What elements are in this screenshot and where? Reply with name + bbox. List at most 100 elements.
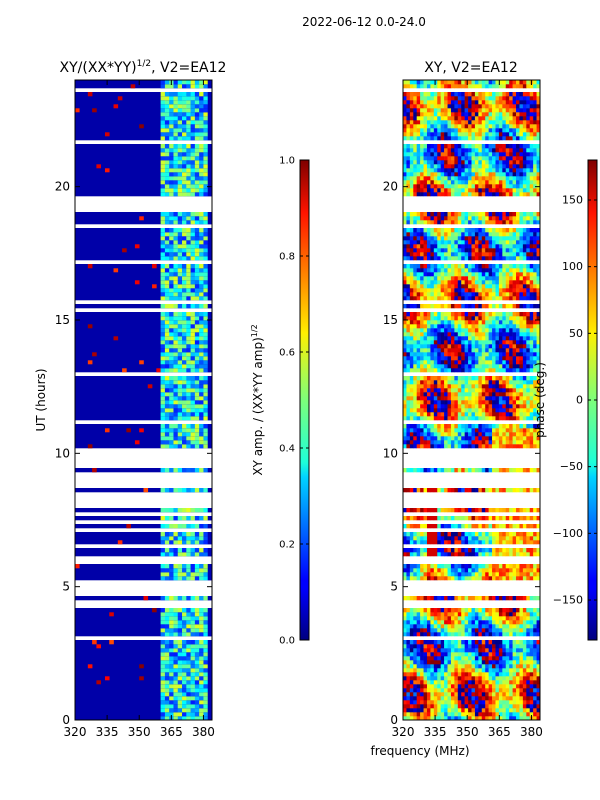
phase-cell: [471, 312, 476, 317]
phase-cell: [481, 708, 486, 713]
amp-cell: [199, 552, 204, 557]
phase-cell: [512, 284, 517, 289]
phase-cell: [516, 284, 520, 289]
phase-cell: [529, 428, 534, 433]
amp-cell: [173, 328, 179, 333]
phase-cell: [519, 684, 524, 689]
amp-cell: [203, 232, 209, 237]
phase-cell: [430, 328, 435, 333]
phase-cell: [478, 408, 483, 413]
amp-cell: [173, 232, 179, 237]
phase-cell: [468, 388, 472, 393]
amp-cell: [173, 412, 179, 417]
amp-cell: [177, 160, 183, 165]
amp-cell: [160, 376, 166, 381]
amp-cell: [177, 668, 183, 673]
phase-cell: [529, 392, 534, 397]
amp-cell: [199, 244, 204, 249]
phase-cell: [426, 644, 431, 649]
amp-cell: [169, 264, 174, 269]
phase-cell: [426, 708, 431, 713]
phase-cell: [536, 328, 540, 333]
amp-cell: [173, 568, 179, 573]
phase-cell: [468, 340, 472, 345]
amp-cell: [169, 656, 174, 661]
phase-cell: [426, 340, 431, 345]
phase-cell: [409, 336, 414, 341]
amp-cell: [194, 228, 200, 233]
phase-cell: [409, 700, 414, 705]
amp-cell: [194, 336, 200, 341]
phase-cell: [430, 668, 435, 673]
amp-cell: [160, 192, 166, 197]
phase-cell: [433, 596, 438, 601]
amp-row: [75, 708, 212, 713]
phase-cell: [437, 352, 441, 357]
phase-cell: [416, 384, 421, 389]
phase-cell: [485, 380, 489, 385]
phase-cell: [416, 704, 421, 709]
phase-cell: [533, 660, 537, 665]
phase-cell: [423, 616, 428, 621]
phase-cell: [481, 548, 486, 553]
phase-cell: [495, 320, 500, 325]
phase-cell: [526, 668, 531, 673]
phase-cell: [471, 328, 476, 333]
phase-cell: [413, 548, 417, 553]
phase-cell: [403, 684, 407, 689]
phase-cell: [464, 292, 469, 297]
amp-flag-row: [75, 480, 212, 484]
phase-cell: [481, 572, 486, 577]
phase-cell: [420, 368, 424, 373]
phase-cell: [403, 356, 407, 361]
phase-cell: [536, 684, 540, 689]
phase-cell: [464, 396, 469, 401]
phase-cell: [468, 660, 472, 665]
phase-cell: [516, 696, 520, 701]
amp-cell: [152, 264, 157, 269]
phase-cell: [526, 368, 531, 373]
phase-flag-row: [403, 584, 540, 588]
amp-cell: [190, 168, 196, 173]
amp-cell: [203, 160, 209, 165]
amp-flag-row: [75, 208, 212, 212]
phase-cell: [522, 568, 527, 573]
phase-cell: [509, 704, 513, 709]
amp-cell: [177, 416, 183, 421]
phase-cell: [502, 404, 507, 409]
amp-cell: [104, 676, 110, 681]
phase-cell: [498, 348, 503, 353]
phase-cell: [433, 348, 438, 353]
phase-cell: [406, 488, 411, 493]
phase-cell: [492, 668, 496, 673]
phase-cell: [406, 444, 411, 449]
phase-cell: [481, 436, 486, 441]
amp-cell: [194, 676, 200, 681]
amp-cell: [182, 644, 187, 649]
phase-cell: [440, 296, 445, 301]
amp-cell: [160, 164, 166, 169]
phase-cell: [464, 612, 469, 617]
amp-cell: [199, 608, 204, 613]
phase-cell: [516, 648, 520, 653]
phase-cell: [498, 704, 503, 709]
amp-cell: [203, 124, 209, 129]
amp-cell: [173, 648, 179, 653]
phase-cell: [492, 384, 496, 389]
phase-cell: [485, 284, 489, 289]
phase-cell: [450, 304, 455, 309]
amp-cell: [186, 236, 191, 241]
phase-cell: [430, 700, 435, 705]
phase-cell: [488, 320, 493, 325]
phase-cell: [471, 684, 476, 689]
amp-cell: [190, 628, 196, 633]
amp-cell: [194, 96, 200, 101]
phase-cell: [529, 540, 534, 545]
phase-cell: [468, 380, 472, 385]
phase-cell: [478, 368, 483, 373]
phase-cell: [430, 628, 435, 633]
amp-cell: [207, 392, 212, 397]
phase-cell: [481, 416, 486, 421]
phase-cell: [454, 516, 459, 521]
phase-cell: [512, 356, 517, 361]
